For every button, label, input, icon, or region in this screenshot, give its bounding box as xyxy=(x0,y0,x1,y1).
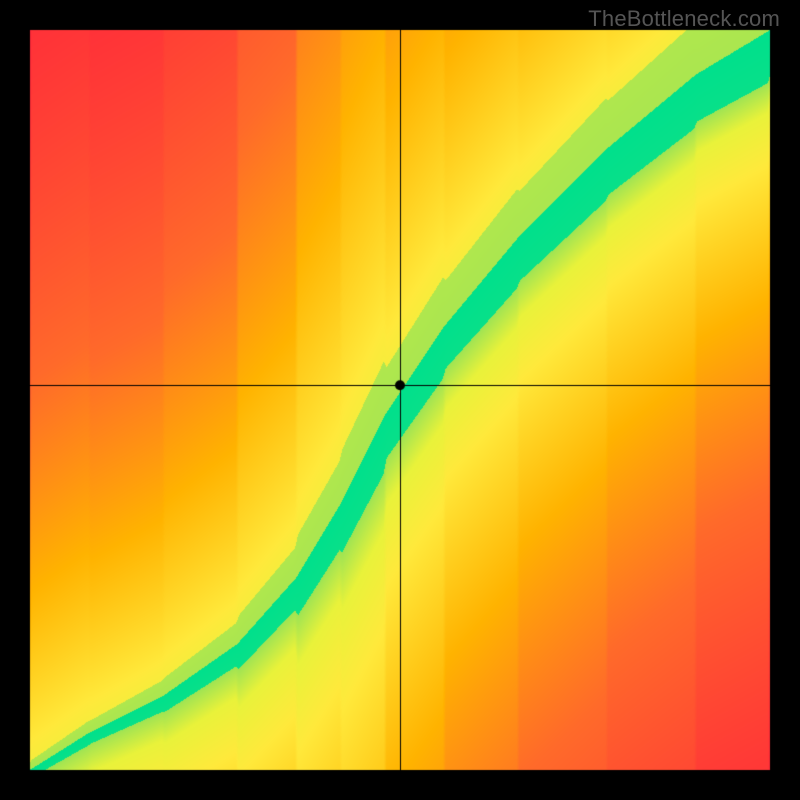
chart-container: TheBottleneck.com xyxy=(0,0,800,800)
watermark-text: TheBottleneck.com xyxy=(588,6,780,32)
bottleneck-heatmap-canvas xyxy=(0,0,800,800)
